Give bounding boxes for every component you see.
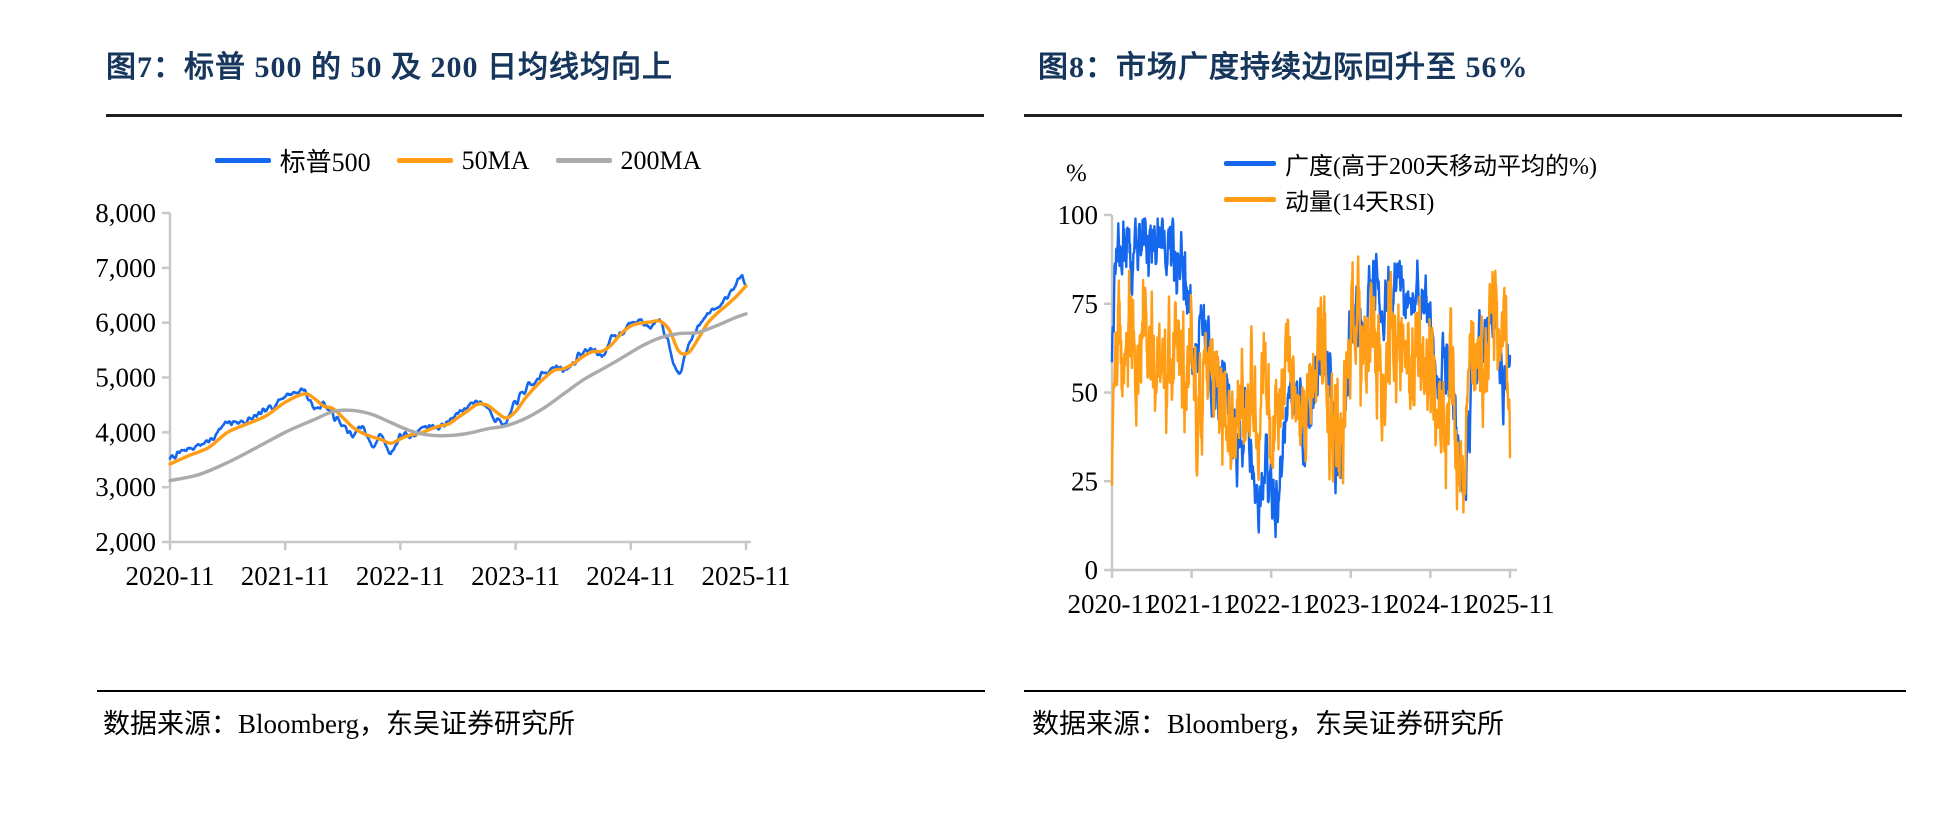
legend-item-200ma: 200MA xyxy=(555,145,702,176)
figure8-legend-row1: 广度(高于200天移动平均的%) xyxy=(1224,146,1597,181)
svg-text:3,000: 3,000 xyxy=(95,472,156,502)
svg-text:2023-11: 2023-11 xyxy=(471,561,560,591)
svg-text:2024-11: 2024-11 xyxy=(1386,589,1475,619)
legend-item-spx: 标普500 xyxy=(214,142,371,179)
svg-text:2025-11: 2025-11 xyxy=(1466,589,1555,619)
figure8-title: 图8：市场广度持续边际回升至 56% xyxy=(1038,51,1529,84)
svg-text:2021-11: 2021-11 xyxy=(241,561,330,591)
legend-item-50ma: 50MA xyxy=(396,145,530,176)
figure7-title: 图7：标普 500 的 50 及 200 日均线均向上 xyxy=(106,51,673,84)
svg-text:2023-11: 2023-11 xyxy=(1306,589,1395,619)
legend-label-spx: 标普500 xyxy=(279,148,371,177)
svg-text:100: 100 xyxy=(1058,200,1099,230)
figure7-legend: 标普500 50MA 200MA xyxy=(170,142,746,179)
figure7-source: 数据来源：Bloomberg，东吴证券研究所 xyxy=(103,709,575,739)
legend-label-200ma: 200MA xyxy=(620,145,702,175)
ma200-line-swatch-icon xyxy=(555,158,612,163)
figure7-source-rule xyxy=(97,690,985,692)
figure8-source-rule xyxy=(1024,690,1906,692)
svg-text:25: 25 xyxy=(1071,466,1098,496)
svg-text:2,000: 2,000 xyxy=(95,527,156,557)
svg-text:50: 50 xyxy=(1071,378,1098,408)
svg-text:2021-11: 2021-11 xyxy=(1147,589,1236,619)
legend-item-momentum: 动量(14天RSI) xyxy=(1224,182,1434,217)
svg-text:4,000: 4,000 xyxy=(95,417,156,447)
svg-text:8,000: 8,000 xyxy=(95,198,156,228)
svg-text:6,000: 6,000 xyxy=(95,308,156,338)
legend-label-momentum: 动量(14天RSI) xyxy=(1285,190,1435,216)
figure8-y-unit-label: % xyxy=(1066,160,1087,187)
figure8-source: 数据来源：Bloomberg，东吴证券研究所 xyxy=(1032,709,1504,739)
spx-line-swatch-icon xyxy=(214,158,271,163)
svg-text:2020-11: 2020-11 xyxy=(126,561,215,591)
figure8-legend-row2: 动量(14天RSI) xyxy=(1224,182,1434,217)
svg-text:5,000: 5,000 xyxy=(95,363,156,393)
breadth-line-swatch-icon xyxy=(1224,161,1276,166)
svg-text:2022-11: 2022-11 xyxy=(1227,589,1316,619)
figure8-title-rule xyxy=(1024,114,1902,117)
legend-label-50ma: 50MA xyxy=(461,145,530,175)
momentum-line-swatch-icon xyxy=(1224,197,1276,202)
figure7-title-rule xyxy=(106,114,984,117)
svg-text:0: 0 xyxy=(1085,555,1099,585)
ma50-line-swatch-icon xyxy=(396,158,453,163)
svg-text:2025-11: 2025-11 xyxy=(702,561,791,591)
svg-text:7,000: 7,000 xyxy=(95,253,156,283)
svg-text:75: 75 xyxy=(1071,289,1098,319)
legend-item-breadth: 广度(高于200天移动平均的%) xyxy=(1224,146,1597,181)
svg-text:2024-11: 2024-11 xyxy=(586,561,675,591)
legend-label-breadth: 广度(高于200天移动平均的%) xyxy=(1285,154,1597,180)
svg-text:2020-11: 2020-11 xyxy=(1068,589,1157,619)
svg-text:2022-11: 2022-11 xyxy=(356,561,445,591)
